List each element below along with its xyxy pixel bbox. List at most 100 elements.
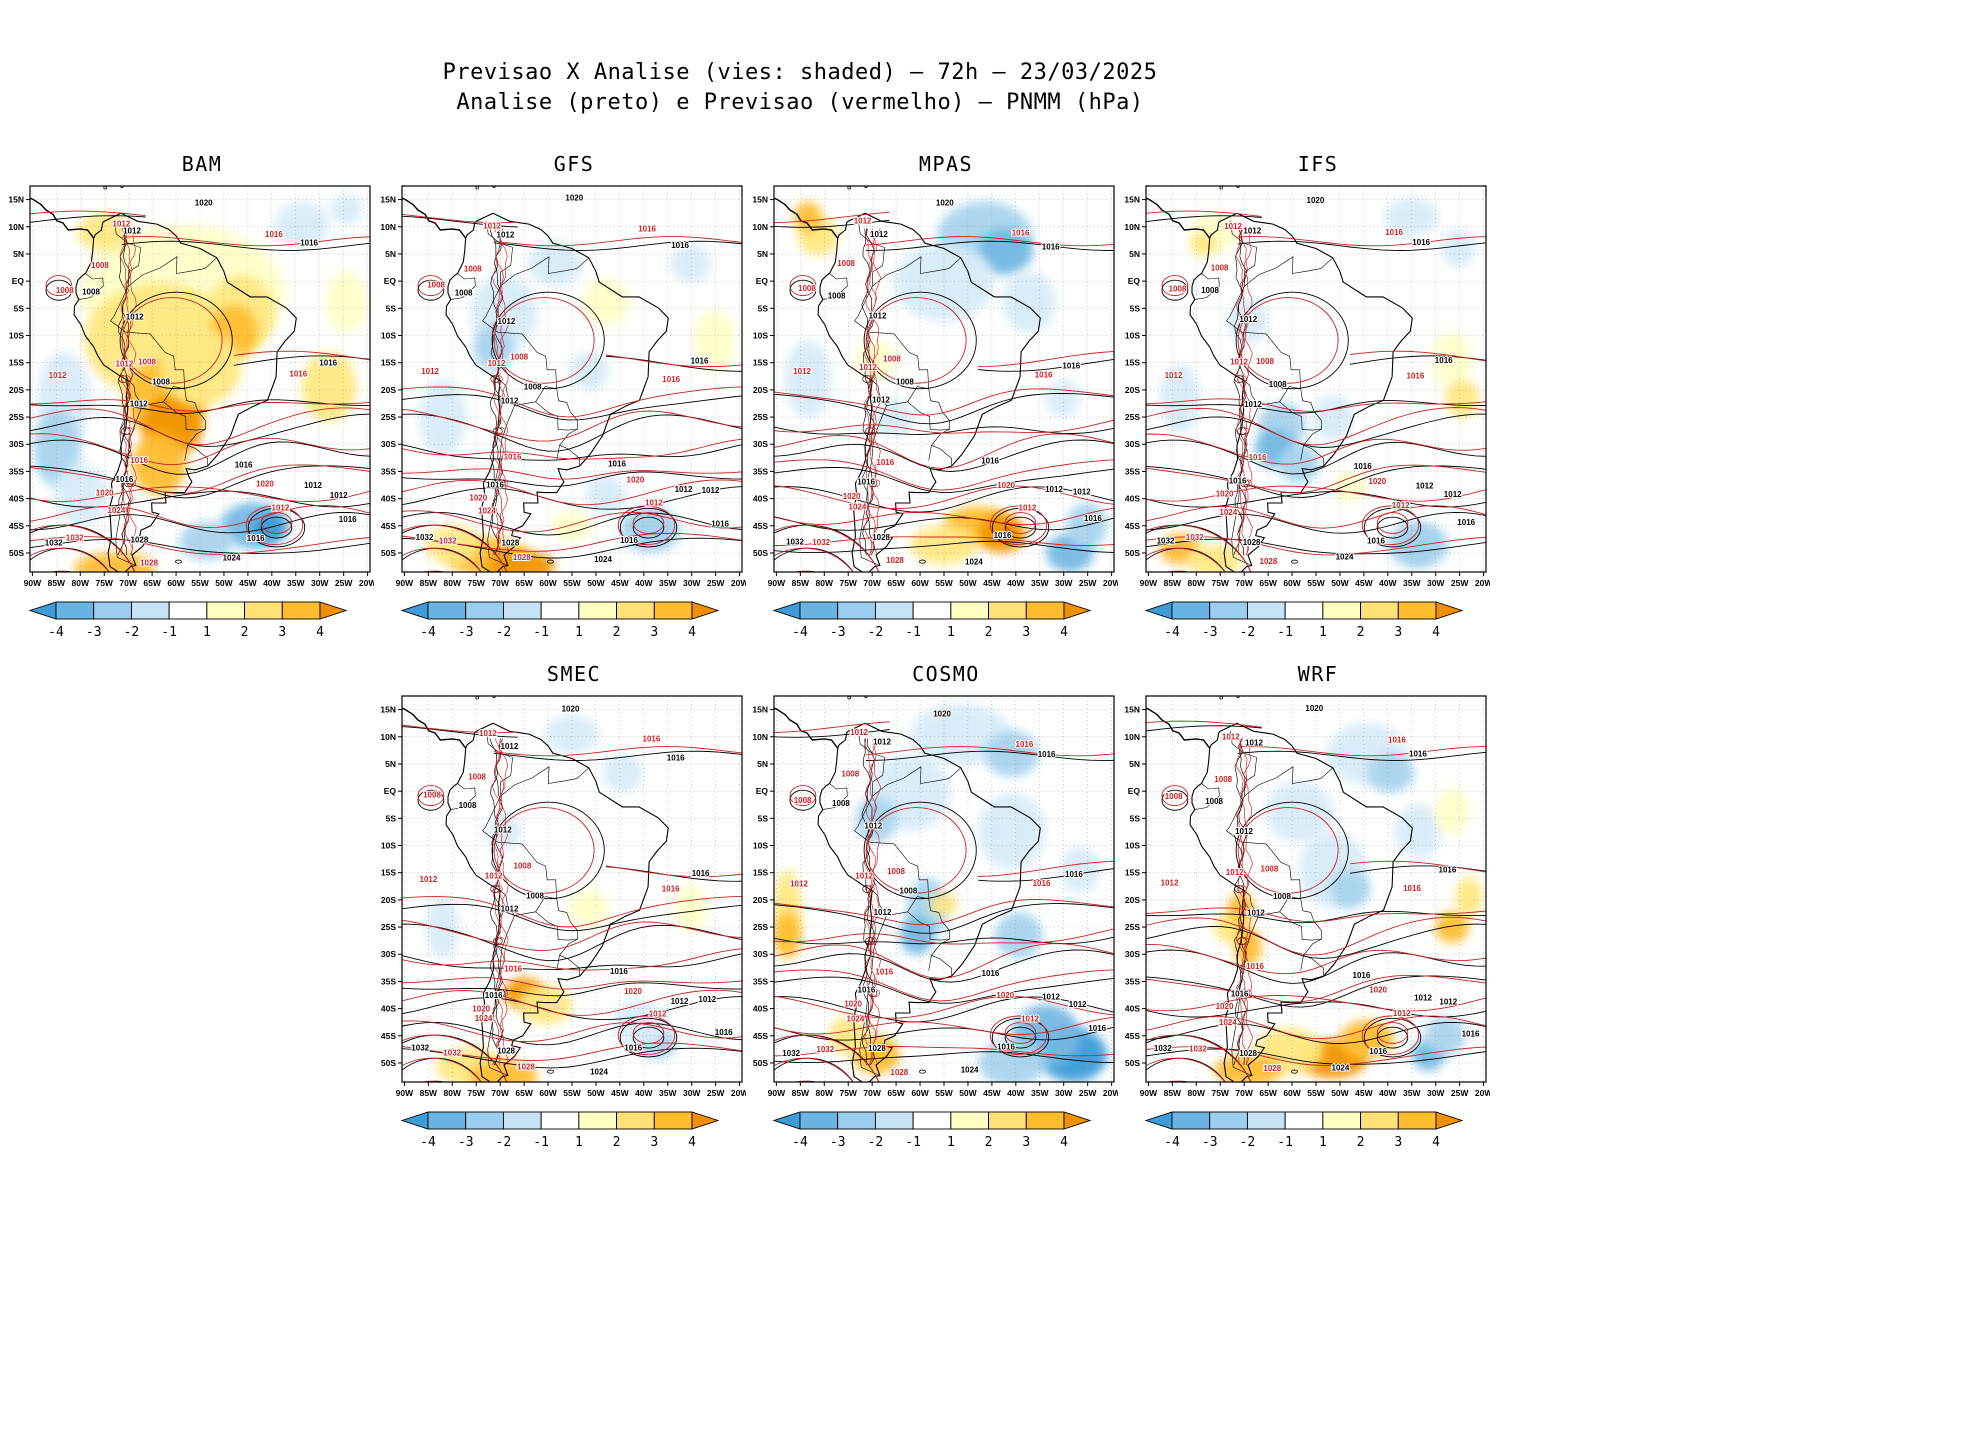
panel-smec: SMEC 1020 1012 1012 1016 1016 1008 1008 1008 101… [374,662,746,1152]
svg-text:15N: 15N [1124,705,1140,715]
svg-text:1028: 1028 [502,539,520,548]
svg-text:40S: 40S [381,494,396,504]
svg-text:55W: 55W [935,578,953,588]
svg-text:30S: 30S [381,949,396,959]
svg-text:1012: 1012 [793,367,811,376]
svg-text:80W: 80W [72,578,90,588]
svg-text:90W: 90W [24,578,42,588]
svg-text:1012: 1012 [1222,733,1240,742]
panel-title-cosmo: COSMO [912,662,980,686]
svg-text:1016: 1016 [711,520,729,529]
svg-text:50S: 50S [753,1058,768,1068]
svg-text:1016: 1016 [1388,735,1406,744]
svg-text:50W: 50W [959,1088,977,1098]
svg-text:85W: 85W [1164,578,1182,588]
colorbar-tick: 4 [1060,1135,1068,1150]
svg-text:55W: 55W [563,1088,581,1098]
svg-text:1016: 1016 [715,1028,733,1037]
svg-text:1032: 1032 [443,1049,461,1058]
svg-text:1016: 1016 [1038,750,1056,759]
colorbar-tick: -3 [1202,1135,1218,1150]
axis-labels: 15N 10N 5N EQ 5S 10S 15S 20S 25S 30S 35S 40S 45S 50S 9… [380,705,746,1098]
svg-text:20W: 20W [1475,578,1490,588]
svg-text:50W: 50W [215,578,233,588]
svg-text:1012: 1012 [272,504,290,513]
colorbar-arrow-low [1144,1111,1173,1130]
svg-text:1032: 1032 [816,1045,834,1054]
svg-text:1008: 1008 [82,287,100,296]
svg-text:40W: 40W [635,1088,653,1098]
colorbar-arrow-low [400,601,429,620]
svg-text:60W: 60W [911,1088,929,1098]
svg-text:40S: 40S [9,494,24,504]
svg-text:75W: 75W [467,578,485,588]
colorbar-tick: -1 [161,625,177,640]
colorbar-segment [502,1111,542,1130]
svg-text:1012: 1012 [1414,993,1432,1002]
colorbar-tick: -1 [1277,1135,1293,1150]
svg-text:1016: 1016 [504,965,522,974]
svg-text:40W: 40W [263,578,281,588]
svg-text:60W: 60W [911,578,929,588]
svg-text:90W: 90W [1140,578,1158,588]
colorbar-segment [1209,1111,1248,1130]
svg-text:1032: 1032 [1154,1044,1172,1053]
colorbar-segment [130,601,170,620]
svg-text:1024: 1024 [1219,1018,1237,1027]
panel-gfs: GFS 1020 1012 1012 1016 1016 1008 1008 1008 1012… [374,152,746,642]
svg-text:50W: 50W [587,1088,605,1098]
svg-text:1028: 1028 [1243,538,1261,547]
colorbar-segment [55,601,95,620]
colorbar-segment [465,601,504,620]
colorbar-segment [578,1111,618,1130]
map-cosmo: 1020 1012 1012 1016 1016 1008 1008 1008 1012 1008… [752,695,1118,1098]
svg-text:35W: 35W [659,578,677,588]
svg-text:45W: 45W [611,1088,629,1098]
svg-text:1020: 1020 [1307,196,1325,205]
svg-text:40S: 40S [1125,1004,1140,1014]
svg-text:45W: 45W [611,578,629,588]
svg-text:1016: 1016 [1457,518,1475,527]
svg-text:60W: 60W [539,578,557,588]
svg-text:50S: 50S [381,1058,396,1068]
pressure-contours [774,721,1114,1082]
svg-text:1016: 1016 [608,459,626,468]
panel-row-1: BAM 1020 1012 1012 1016 1016 1008 1008 1008 1012… [2,152,1490,642]
colorbar-tick: 4 [1432,1135,1440,1150]
svg-text:1012: 1012 [675,485,693,494]
svg-text:1032: 1032 [66,534,84,543]
svg-text:1012: 1012 [1021,1014,1039,1023]
pressure-contours [30,210,370,572]
svg-text:1012: 1012 [1239,315,1257,324]
svg-text:25S: 25S [753,922,768,932]
coastlines [774,186,1041,572]
svg-text:1012: 1012 [874,908,892,917]
svg-text:10N: 10N [752,732,768,742]
svg-text:1016: 1016 [1407,371,1425,380]
colorbar-tick: -4 [792,1135,808,1150]
colorbar-segment [93,601,132,620]
svg-text:1016: 1016 [857,478,875,487]
axis-labels: 15N 10N 5N EQ 5S 10S 15S 20S 25S 30S 35S 40S 45S 50S 9… [8,195,374,588]
svg-text:1012: 1012 [872,395,890,404]
svg-text:1016: 1016 [981,457,999,466]
colorbar-segment [1397,1111,1437,1130]
svg-text:15S: 15S [1125,868,1140,878]
colorbar-segment [1322,1111,1362,1130]
svg-text:1016: 1016 [1249,453,1267,462]
colorbar-segment [244,601,283,620]
svg-text:85W: 85W [1164,1088,1182,1098]
svg-text:1012: 1012 [649,1009,667,1018]
colorbar-segment [427,1111,467,1130]
svg-text:10N: 10N [380,222,396,232]
panel-bam: BAM 1020 1012 1012 1016 1016 1008 1008 1008 1012… [2,152,374,642]
svg-text:1016: 1016 [638,224,656,233]
colorbar-segment [168,601,208,620]
svg-text:1016: 1016 [662,375,680,384]
svg-text:25W: 25W [1451,1088,1469,1098]
svg-text:1020: 1020 [1305,704,1323,713]
svg-text:1012: 1012 [1444,490,1462,499]
svg-text:1020: 1020 [1369,985,1387,994]
panel-title-wrf: WRF [1297,662,1339,686]
